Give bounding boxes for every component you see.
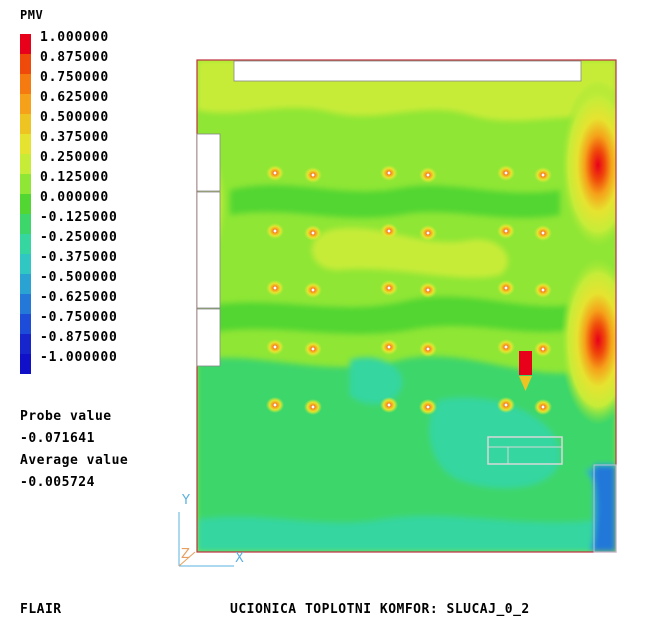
- colorbar-swatch: [20, 154, 31, 174]
- legend-tick-label: 0.625000: [40, 90, 110, 105]
- average-label: Average value: [20, 453, 129, 468]
- legend-tick-label: -0.875000: [40, 330, 118, 345]
- colorbar: [20, 34, 31, 374]
- legend-tick-label: -0.750000: [40, 310, 118, 325]
- footer-app-name: FLAIR: [20, 602, 62, 617]
- window-panel: [196, 191, 221, 309]
- cold-corner: [594, 465, 616, 552]
- colorbar-swatch: [20, 194, 31, 214]
- legend-tick-label: 0.125000: [40, 170, 110, 185]
- occupant-spot-center: [273, 171, 277, 175]
- hotspot-middle-right: [560, 255, 616, 425]
- z-axis-line: [178, 551, 196, 567]
- occupant-spot-center: [273, 345, 277, 349]
- occupant-spot-center: [273, 403, 277, 407]
- occupant-spot-center: [311, 173, 315, 177]
- legend-tick-label: 0.750000: [40, 70, 110, 85]
- hotspot-upper-right: [560, 80, 616, 250]
- occupant-spot-center: [541, 347, 545, 351]
- cool-band-upper: [230, 185, 560, 218]
- occupant-spot-center: [504, 229, 508, 233]
- occupant-spot-center: [426, 347, 430, 351]
- occupant-spot-center: [387, 286, 391, 290]
- legend-tick-label: 0.250000: [40, 150, 110, 165]
- colorbar-swatch: [20, 274, 31, 294]
- probe-label: Probe value: [20, 409, 112, 424]
- legend-tick-label: 1.000000: [40, 30, 110, 45]
- occupant-spot-center: [311, 405, 315, 409]
- probe-arrow: [519, 376, 532, 391]
- pmv-contour-plot[interactable]: Y Z X: [170, 50, 630, 575]
- axis-y-label: Y: [181, 493, 190, 508]
- colorbar-swatch: [20, 54, 31, 74]
- colorbar-swatch: [20, 234, 31, 254]
- cold-corner-edge: [585, 470, 597, 552]
- colorbar-swatch: [20, 134, 31, 154]
- legend-tick-label: 0.375000: [40, 130, 110, 145]
- colorbar-swatch: [20, 34, 31, 54]
- legend-tick-label: 0.875000: [40, 50, 110, 65]
- cool-band-middle: [215, 296, 570, 334]
- occupant-spot-center: [387, 171, 391, 175]
- colorbar-swatch: [20, 334, 31, 354]
- axis-z-label: Z: [181, 547, 190, 562]
- colorbar-swatch: [20, 214, 31, 234]
- colorbar-swatch: [20, 254, 31, 274]
- occupant-spot-center: [387, 229, 391, 233]
- average-value: -0.005724: [20, 475, 95, 490]
- axis-x-label: X: [235, 551, 244, 566]
- occupant-spot-center: [426, 173, 430, 177]
- colorbar-swatch: [20, 314, 31, 334]
- occupant-spot-center: [426, 405, 430, 409]
- contour-field: [197, 60, 616, 552]
- occupant-spot-center: [541, 173, 545, 177]
- door-outline: [593, 464, 617, 553]
- legend-tick-label: 0.500000: [40, 110, 110, 125]
- occupant-spot-center: [504, 286, 508, 290]
- colorbar-swatch: [20, 354, 31, 374]
- probe-marker[interactable]: [519, 351, 532, 375]
- warm-patch-mid: [311, 227, 509, 278]
- legend-title: PMV: [20, 8, 44, 22]
- legend-tick-label: -0.125000: [40, 210, 118, 225]
- cold-zone-floor: [429, 398, 560, 488]
- occupant-spot-center: [426, 231, 430, 235]
- occupant-spots: [266, 165, 552, 415]
- window-panel: [196, 133, 221, 192]
- legend-tick-label: -1.000000: [40, 350, 118, 365]
- outlet-box: [487, 436, 563, 465]
- colorbar-swatch: [20, 74, 31, 94]
- colorbar-swatch: [20, 294, 31, 314]
- occupant-spot-center: [541, 231, 545, 235]
- legend-tick-label: 0.000000: [40, 190, 110, 205]
- occupant-spot-center: [426, 288, 430, 292]
- ceiling-opening: [233, 60, 582, 82]
- window-panel: [196, 308, 221, 367]
- occupant-spot-center: [387, 345, 391, 349]
- cold-zone-bottom: [197, 516, 616, 552]
- occupant-spot-center: [541, 288, 545, 292]
- colorbar-swatch: [20, 114, 31, 134]
- probe-value: -0.071641: [20, 431, 95, 446]
- occupant-spot-center: [504, 171, 508, 175]
- legend-tick-label: -0.500000: [40, 270, 118, 285]
- occupant-spot-center: [311, 288, 315, 292]
- occupant-spot-center: [387, 403, 391, 407]
- occupant-spot-center: [311, 347, 315, 351]
- occupant-spot-center: [273, 286, 277, 290]
- axis-triad: Y Z X: [178, 493, 244, 567]
- legend-tick-label: -0.375000: [40, 250, 118, 265]
- cold-zone-floor: [350, 357, 402, 404]
- occupant-spot-center: [273, 229, 277, 233]
- colorbar-swatch: [20, 94, 31, 114]
- occupant-spot-center: [541, 405, 545, 409]
- occupant-spot-center: [311, 231, 315, 235]
- legend-tick-label: -0.625000: [40, 290, 118, 305]
- occupant-spot-center: [504, 345, 508, 349]
- legend-tick-label: -0.250000: [40, 230, 118, 245]
- occupant-spot-center: [504, 403, 508, 407]
- footer-case-title: UCIONICA TOPLOTNI KOMFOR: SLUCAJ_0_2: [230, 602, 530, 617]
- legend-labels: 1.000000 0.875000 0.750000 0.625000 0.500000…: [40, 28, 118, 368]
- colorbar-swatch: [20, 174, 31, 194]
